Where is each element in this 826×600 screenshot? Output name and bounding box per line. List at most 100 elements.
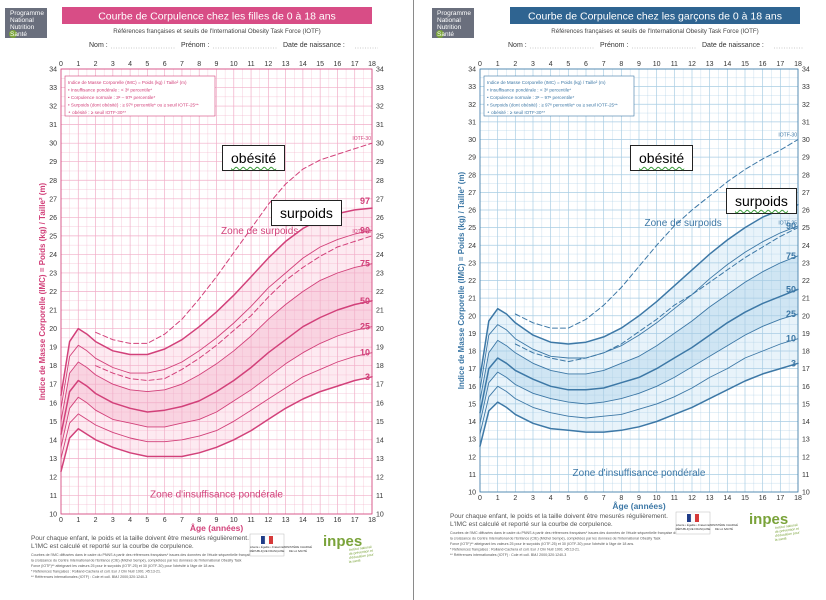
- y-tick-label-right: 20: [376, 326, 384, 333]
- x-tick-label-top: 16: [759, 61, 767, 68]
- y-axis-label: Indice de Masse Corporelle (IMC) = Poids…: [38, 182, 47, 400]
- y-tick-label-left: 34: [49, 67, 57, 74]
- footer-text: L'IMC est calculé et reporté sur la cour…: [450, 521, 613, 528]
- x-tick-label-top: 2: [513, 61, 517, 68]
- y-tick-label-left: 15: [49, 419, 57, 426]
- x-tick-label-top: 7: [602, 61, 606, 68]
- obesity-callout: obésité: [222, 145, 286, 171]
- pnns-logo-text: National: [10, 17, 34, 24]
- y-tick-label-right: 10: [376, 512, 384, 519]
- x-tick-label-bottom: 10: [230, 517, 238, 524]
- x-tick-label-bottom: 0: [59, 517, 63, 524]
- y-tick-label-right: 13: [802, 437, 810, 444]
- y-tick-label-right: 29: [802, 155, 810, 162]
- footer-text: Courbes de l'IMC diffusées dans le cadre…: [31, 553, 258, 557]
- chart-subtitle: Références françaises et seuils de l'Int…: [113, 28, 320, 35]
- ministry-logo-text: MINISTÈRE CHARGÉ: [710, 522, 738, 527]
- x-tick-label-top: 12: [264, 61, 272, 68]
- x-tick-label-top: 8: [619, 61, 623, 68]
- y-tick-label-left: 21: [468, 296, 476, 303]
- y-tick-label-left: 32: [468, 102, 476, 109]
- series-line-3: [479, 362, 799, 447]
- series-label-25: 25: [786, 309, 796, 319]
- y-tick-label-left: 25: [49, 233, 57, 240]
- series-line-50: [60, 300, 373, 436]
- y-tick-label-left: 10: [49, 512, 57, 519]
- x-tick-label-bottom: 5: [566, 495, 570, 502]
- x-tick-label-top: 13: [706, 61, 714, 68]
- legend-line: • Corpulence normale : 3ᵉ – 97ᵉ percenti…: [487, 95, 574, 100]
- x-tick-label-bottom: 8: [197, 517, 201, 524]
- y-tick-label-left: 19: [49, 345, 57, 352]
- x-tick-label-top: 13: [282, 61, 290, 68]
- x-tick-label-top: 11: [671, 61, 678, 68]
- x-tick-label-bottom: 7: [180, 517, 184, 524]
- plot-frame: [479, 68, 799, 493]
- y-tick-label-right: 24: [376, 252, 384, 259]
- x-tick-label-top: 3: [531, 61, 535, 68]
- y-tick-label-right: 15: [802, 401, 810, 408]
- flag-white: [690, 513, 696, 523]
- footer-text: * Références françaises : Rolland-Cacher…: [450, 548, 580, 552]
- marianne-logo: Liberté • Égalité • FraternitéRÉPUBLIQUE…: [250, 533, 285, 557]
- series-line-90: [60, 229, 373, 409]
- y-tick-label-left: 15: [468, 401, 476, 408]
- y-tick-label-right: 26: [376, 215, 384, 222]
- flag-blue: [687, 514, 691, 522]
- y-tick-label-left: 17: [468, 366, 476, 373]
- y-tick-label-left: 26: [49, 215, 57, 222]
- y-tick-label-right: 18: [802, 349, 810, 356]
- y-tick-label-left: 14: [468, 419, 476, 426]
- y-tick-label-left: 25: [468, 225, 476, 232]
- pnns-logo-dot: [9, 30, 17, 38]
- y-tick-label-left: 22: [49, 289, 57, 296]
- marianne-logo-frame: [675, 511, 711, 535]
- footer-text: Force (IOTF)** atteignant les valeurs 25…: [31, 564, 215, 568]
- overweight-callout: surpoids: [726, 188, 797, 214]
- y-tick-label-right: 23: [376, 270, 384, 277]
- series-line-90: [479, 225, 799, 391]
- x-tick-label-bottom: 5: [145, 517, 149, 524]
- legend-line: ∘ obésité : ≥ seuil IOTF-30**: [68, 110, 126, 115]
- legend-line: • Insuffisance pondérale : < 3ᵉ percenti…: [487, 88, 571, 93]
- y-tick-label-right: 23: [802, 260, 810, 267]
- series-label-3: 3: [365, 372, 370, 382]
- series-line-10: [479, 338, 799, 435]
- y-tick-label-left: 19: [468, 331, 476, 338]
- y-tick-label-left: 23: [468, 260, 476, 267]
- marianne-logo-text: Liberté • Égalité • Fraternité: [676, 522, 711, 527]
- y-tick-label-left: 28: [468, 172, 476, 179]
- series-line-75: [479, 255, 799, 401]
- x-tick-label-top: 10: [653, 61, 661, 68]
- y-tick-label-left: 29: [468, 155, 476, 162]
- x-tick-label-top: 7: [180, 61, 184, 68]
- x-tick-label-bottom: 18: [794, 495, 802, 502]
- pnns-logo-text: National: [437, 17, 461, 24]
- marianne-logo-text: RÉPUBLIQUE FRANÇAISE: [676, 526, 711, 531]
- x-tick-label-bottom: 2: [94, 517, 98, 524]
- inpes-logo-sub: d'éducation pour: [349, 552, 375, 560]
- x-tick-label-bottom: 11: [671, 495, 678, 502]
- overweight-zone-label: Zone de surpoids: [645, 218, 722, 229]
- x-tick-label-top: 6: [584, 61, 588, 68]
- x-tick-label-bottom: 18: [368, 517, 376, 524]
- inpes-logo-sub: Institut national: [349, 545, 372, 552]
- x-tick-label-bottom: 15: [316, 517, 324, 524]
- footer-text: L'IMC est calculé et reporté sur la cour…: [31, 543, 194, 550]
- y-tick-label-left: 23: [49, 270, 57, 277]
- flag-red: [695, 514, 699, 522]
- legend-box: [483, 75, 635, 117]
- x-tick-label-top: 4: [549, 61, 553, 68]
- boys-panel: Programme National Nutrition Santé Courbe de…: [413, 0, 826, 600]
- x-tick-label-top: 1: [76, 61, 80, 68]
- y-tick-label-left: 27: [468, 190, 476, 197]
- x-axis-label: Âge (années): [190, 522, 244, 533]
- y-tick-label-left: 33: [49, 85, 57, 92]
- y-tick-label-right: 17: [802, 366, 810, 373]
- y-tick-label-right: 32: [376, 104, 384, 111]
- y-tick-label-right: 27: [802, 190, 810, 197]
- x-tick-label-bottom: 12: [688, 495, 696, 502]
- ministry-logo-text: MINISTÈRE CHARGÉ: [284, 544, 312, 549]
- y-tick-label-left: 24: [468, 243, 476, 250]
